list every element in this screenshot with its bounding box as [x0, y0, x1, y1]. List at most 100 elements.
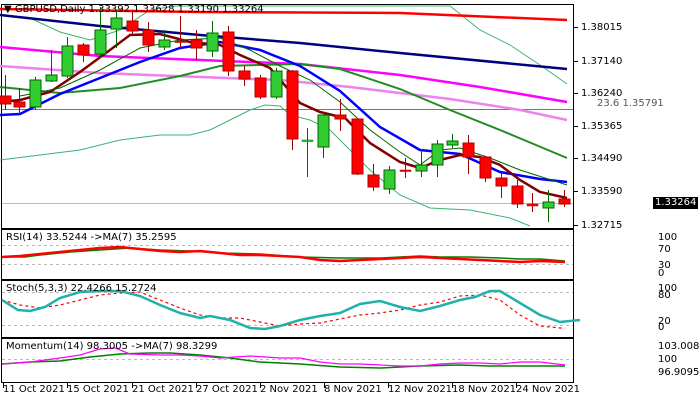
stoch-axis-label: 0: [658, 322, 665, 333]
rsi-title: RSI(14) 33.5244 ->MA(7) 35.2595: [6, 232, 177, 243]
candle: [206, 21, 219, 57]
candle-body: [301, 139, 314, 142]
candle-body: [206, 32, 219, 52]
stoch-main-line: [1, 289, 581, 331]
main-panel-frame: [1, 4, 574, 229]
candle: [142, 22, 155, 52]
candle: [45, 50, 58, 82]
candle: [270, 68, 283, 99]
candle: [13, 88, 26, 114]
price-axis-label: 1.35365: [581, 121, 623, 132]
fib-level-label: 23.6 1.35791: [597, 98, 664, 109]
candle-body: [462, 142, 475, 158]
price-axis-label: 1.33590: [581, 186, 623, 197]
date-axis-label: 18 Nov 2021: [452, 384, 517, 395]
ma-violet-line: [0, 64, 568, 122]
rsi-line: [1, 245, 566, 264]
candle-body: [61, 45, 74, 77]
candle: [462, 135, 475, 174]
candle: [317, 112, 330, 158]
candle-body: [526, 203, 539, 207]
candle-body: [399, 169, 412, 172]
candle: [558, 190, 571, 207]
candle-body: [238, 70, 251, 80]
date-axis-label: 2 Nov 2021: [260, 384, 318, 395]
symbol-label: GBPUSD,Daily: [14, 4, 86, 15]
ohlc-open: 1.33392: [88, 4, 130, 15]
candle: [0, 75, 12, 110]
candle-body: [77, 44, 90, 56]
momentum-axis-label: 103.0086: [658, 341, 700, 352]
candle-body: [142, 29, 155, 46]
candle-body: [13, 101, 26, 108]
candle-body: [0, 95, 12, 105]
rsi-panel-frame: [1, 229, 574, 280]
candle: [254, 75, 267, 99]
bollinger-upper: [0, 5, 568, 85]
stoch-title: Stoch(5,3,3) 22.4266 15.2724: [6, 283, 157, 294]
candle-body: [270, 70, 283, 98]
candle-body: [542, 201, 555, 209]
candle: [446, 134, 459, 148]
symbol-title: ▼ GBPUSD,Daily 1.33392 1.33628 1.33190 1…: [4, 4, 264, 15]
candle-body: [351, 118, 364, 175]
rsi-axis-label: 70: [658, 244, 671, 255]
bollinger-lower: [0, 104, 531, 227]
stoch-axis-label: 100: [658, 283, 678, 294]
momentum-ma-line: [1, 352, 565, 369]
rsi-axis-label: 100: [658, 232, 678, 243]
candle: [94, 7, 107, 58]
candle: [367, 164, 380, 191]
candle-body: [29, 79, 42, 108]
candle: [399, 158, 412, 178]
candle-body: [254, 77, 267, 98]
ohlc-high: 1.33628: [133, 4, 175, 15]
candle-body: [558, 198, 571, 205]
candle: [29, 77, 42, 110]
price-axis-label: 1.32715: [581, 220, 623, 231]
candle: [351, 118, 364, 175]
candle-body: [334, 114, 347, 120]
price-axis-label: 1.34490: [581, 153, 623, 164]
price-axis-label: 1.36240: [581, 88, 623, 99]
rsi-axis-label: 0: [658, 268, 665, 279]
candle: [126, 10, 139, 36]
candle: [238, 66, 251, 86]
candle-body: [286, 70, 299, 140]
candle-body: [94, 29, 107, 55]
candle: [190, 30, 203, 60]
candle-body: [479, 156, 492, 179]
date-axis-label: 21 Oct 2021: [132, 384, 194, 395]
date-axis-label: 24 Nov 2021: [516, 384, 581, 395]
candle: [301, 128, 314, 177]
candle-body: [446, 140, 459, 146]
date-axis-label: 15 Oct 2021: [67, 384, 129, 395]
candle-body: [222, 31, 235, 72]
candle: [542, 190, 555, 222]
candle-body: [431, 143, 444, 166]
candle-body: [110, 17, 123, 30]
candle-body: [511, 185, 524, 205]
ma-green-line: [0, 62, 568, 159]
candle: [479, 156, 492, 182]
momentum-panel-frame: [1, 338, 574, 383]
collapse-triangle-icon[interactable]: ▼: [4, 4, 12, 15]
stoch-panel-frame: [1, 280, 574, 338]
momentum-axis-label: 100: [658, 354, 678, 365]
indicator-plots: [1, 245, 581, 369]
ohlc-close: 1.33264: [222, 4, 264, 15]
rsi-axis-label: 30: [658, 260, 671, 271]
candle: [77, 43, 90, 62]
ohlc-low: 1.33190: [177, 4, 220, 15]
stoch-axis-label: 20: [658, 316, 671, 327]
candle: [110, 10, 123, 48]
stoch-signal-line: [1, 291, 565, 329]
momentum-line: [1, 347, 566, 367]
candle: [334, 99, 347, 131]
candle: [61, 37, 74, 78]
candle: [511, 180, 524, 208]
price-axis-label: 1.37140: [581, 56, 623, 67]
momentum-axis-label: 96.9095: [658, 367, 700, 378]
price-axis-label: 1.38015: [581, 22, 623, 33]
